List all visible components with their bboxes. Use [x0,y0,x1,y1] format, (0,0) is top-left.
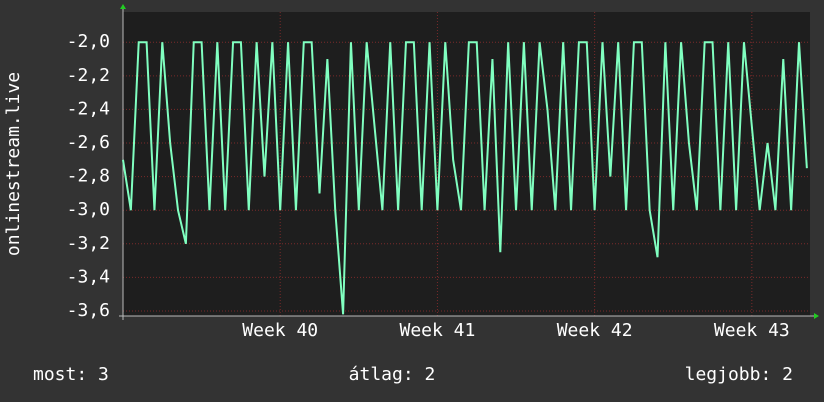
footer-best: legjobb: 2 [685,364,793,385]
y-tick-label: -3,0 [67,199,110,220]
x-axis-arrow [814,313,819,319]
y-tick-label: -2,6 [67,132,110,153]
y-tick-label: -2,4 [67,98,110,119]
y-tick-label: -2,8 [67,166,110,187]
y-tick-label: -3,6 [67,300,110,321]
y-tick-label: -3,2 [67,233,110,254]
x-tick-label: Week 42 [557,320,633,341]
y-tick-label: -2,0 [67,31,110,52]
y-tick-label: -3,4 [67,266,110,287]
footer-current: most: 3 [33,364,109,385]
x-tick-label: Week 43 [714,320,790,341]
x-tick-label: Week 40 [242,320,318,341]
y-tick-label: -2,2 [67,65,110,86]
y-axis-label: onlinestream.live [3,72,24,256]
plot-area [123,12,810,316]
data-line [122,41,808,315]
footer-average: átlag: 2 [349,364,436,385]
y-axis-arrow [120,4,126,9]
x-tick-label: Week 41 [399,320,475,341]
